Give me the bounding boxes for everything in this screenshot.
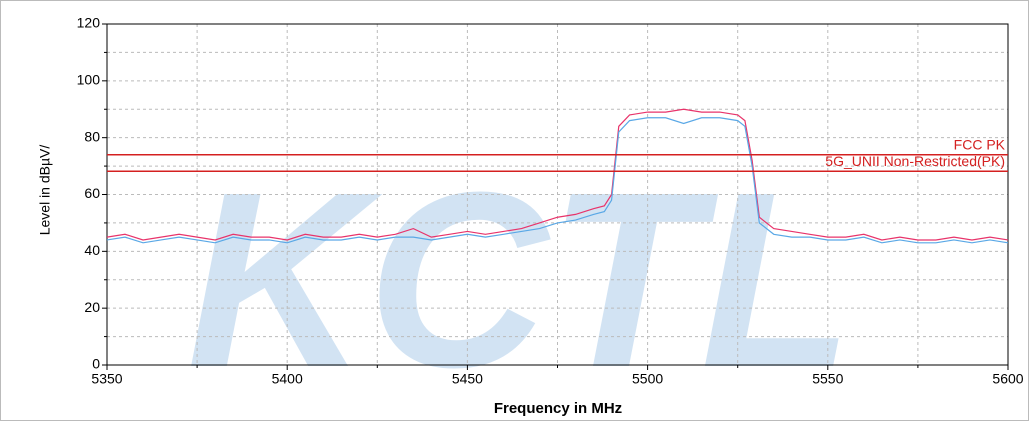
x-axis-label: Frequency in MHz bbox=[494, 400, 622, 417]
y-tick-label: 60 bbox=[84, 185, 100, 201]
y-tick-label: 80 bbox=[84, 128, 100, 144]
x-tick-label: 5600 bbox=[992, 371, 1023, 387]
x-tick-label: 5450 bbox=[452, 371, 483, 387]
watermark: KCTL bbox=[187, 140, 854, 419]
limit-label: 5G_UNII Non-Restricted(PK) bbox=[825, 153, 1005, 169]
y-axis-label: Level in dBµV/ bbox=[37, 145, 53, 236]
y-tick-label: 100 bbox=[77, 72, 101, 88]
trace bbox=[106, 117, 1009, 244]
y-tick-label: 20 bbox=[84, 299, 100, 315]
y-tick-label: 0 bbox=[92, 356, 100, 372]
trace bbox=[106, 108, 1009, 241]
x-tick-label: 5550 bbox=[812, 371, 843, 387]
x-tick-label: 5350 bbox=[91, 371, 122, 387]
x-tick-label: 5400 bbox=[272, 371, 303, 387]
x-tick-label: 5500 bbox=[632, 371, 663, 387]
limit-label: FCC PK bbox=[954, 136, 1006, 152]
y-tick-label: 40 bbox=[84, 242, 100, 258]
y-tick-label: 120 bbox=[77, 15, 101, 31]
